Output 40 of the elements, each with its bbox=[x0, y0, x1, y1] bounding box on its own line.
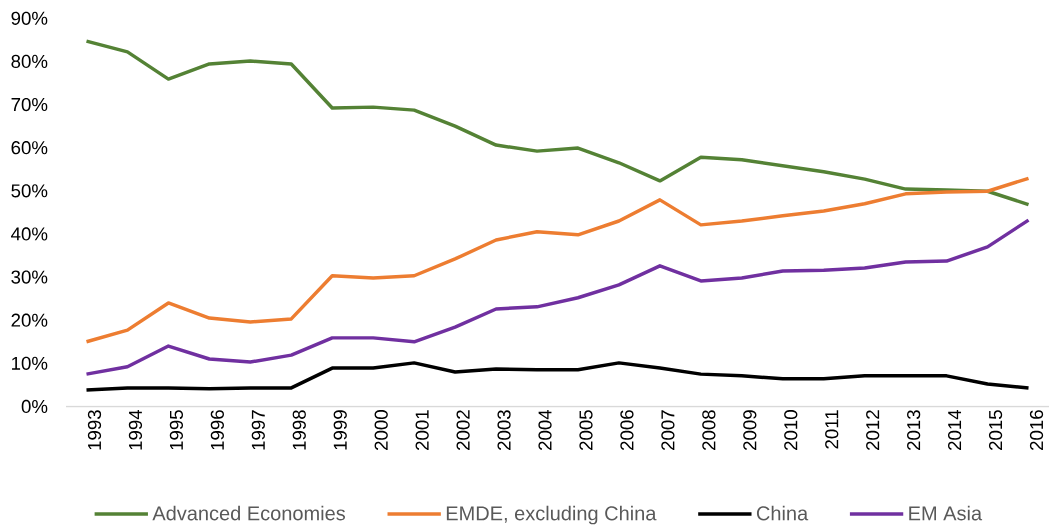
y-tick-label: 30% bbox=[11, 270, 48, 284]
y-tick-label: 90% bbox=[11, 11, 48, 25]
x-tick-label: 2002 bbox=[456, 410, 470, 450]
y-tick-label: 50% bbox=[11, 184, 48, 198]
x-tick-label: 2005 bbox=[579, 410, 593, 450]
y-tick-label: 10% bbox=[12, 356, 48, 370]
y-tick-label: 60% bbox=[11, 141, 48, 155]
x-tick-label: 2010 bbox=[784, 410, 798, 450]
x-tick-label: 2014 bbox=[947, 409, 962, 450]
x-tick-label: 1997 bbox=[251, 410, 265, 450]
x-tick-label: 1994 bbox=[128, 409, 143, 450]
x-tick-label: 2012 bbox=[866, 410, 880, 450]
y-tick-label: 0% bbox=[21, 399, 48, 414]
y-tick-label: 20% bbox=[11, 313, 48, 327]
x-tick-label: 1996 bbox=[210, 410, 224, 450]
x-tick-label: 2000 bbox=[374, 410, 388, 450]
x-tick-label: 1999 bbox=[333, 410, 347, 450]
x-tick-label: 2015 bbox=[988, 410, 1003, 450]
y-tick-label: 70% bbox=[11, 97, 48, 112]
x-tick-label: 2007 bbox=[661, 410, 675, 450]
x-tick-label: 2011 bbox=[825, 410, 839, 449]
y-tick-label: 40% bbox=[11, 227, 48, 241]
x-tick-label: 2016 bbox=[1029, 410, 1044, 450]
x-tick-label: 2004 bbox=[538, 409, 552, 450]
y-tick-label: 80% bbox=[11, 54, 48, 69]
x-tick-label: 2001 bbox=[415, 410, 429, 450]
x-tick-label: 1998 bbox=[292, 410, 306, 450]
x-tick-label: 1995 bbox=[169, 410, 184, 450]
legend-label: China bbox=[756, 505, 809, 521]
line-series bbox=[84, 176, 1031, 344]
x-tick-label: 1993 bbox=[87, 410, 102, 450]
legend-label: EM Asia bbox=[909, 505, 983, 521]
x-tick-label: 2009 bbox=[743, 410, 757, 450]
x-tick-label: 2006 bbox=[620, 410, 634, 450]
line-series bbox=[84, 218, 1031, 376]
legend-label: EMDE, excluding China bbox=[446, 505, 657, 525]
x-tick-label: 2003 bbox=[497, 410, 511, 450]
x-tick-label: 2008 bbox=[702, 410, 716, 450]
legend-label: Advanced Economies bbox=[152, 505, 345, 521]
x-tick-label: 2013 bbox=[907, 410, 921, 450]
